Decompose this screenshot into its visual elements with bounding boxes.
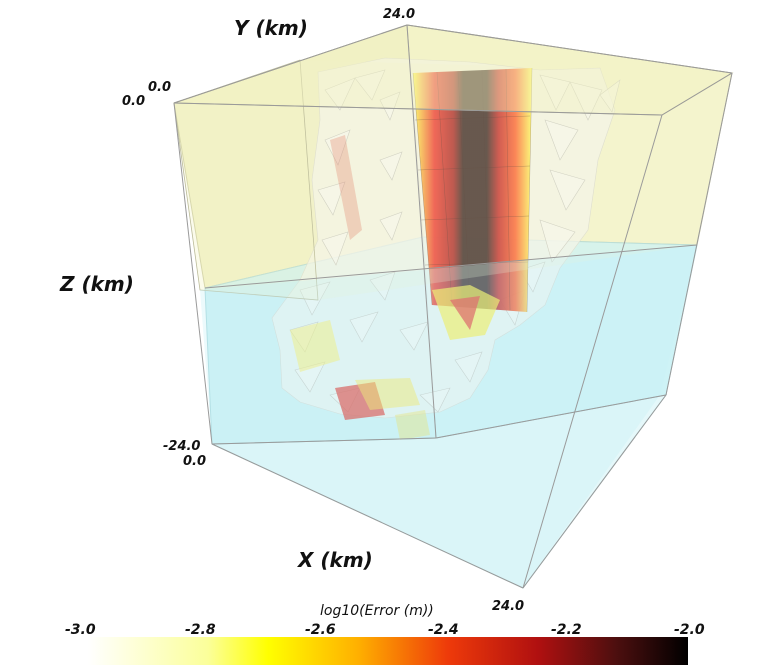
lower-yellow-patch-3 [395, 410, 430, 440]
front-faces [173, 24, 734, 589]
front-face-upper-left [173, 59, 319, 301]
x-axis-title: X (km) [298, 548, 373, 572]
y-min-tick: 0.0 [148, 80, 172, 95]
z-bottom-tick: -24.0 [163, 439, 201, 454]
colorbar-title: log10(Error (m)) [320, 603, 434, 619]
z-top-tick: 0.0 [122, 94, 146, 109]
colorbar-tick: -3.0 [65, 622, 96, 638]
x-max-tick: 24.0 [492, 599, 525, 614]
error-column [413, 68, 532, 312]
y-axis-title: Y (km) [234, 16, 308, 40]
mesh-volume [271, 57, 621, 440]
lower-yellow-patch [290, 320, 340, 372]
front-face-lower [200, 245, 697, 588]
colorbar-tick: -2.6 [305, 622, 336, 638]
colorbar-tick: -2.0 [674, 622, 705, 638]
z-axis-title: Z (km) [60, 272, 134, 296]
front-face-upper-right [300, 60, 732, 300]
x-min-tick: 0.0 [183, 454, 207, 469]
colorbar [88, 637, 688, 665]
column-facets [412, 67, 533, 313]
colorbar-tick: -2.2 [551, 622, 582, 638]
colorbar-tick: -2.4 [428, 622, 459, 638]
side-streak [330, 135, 362, 240]
column-base-red [450, 296, 480, 330]
box-edges [173, 24, 733, 589]
colorbar-tick: -2.8 [185, 622, 216, 638]
lower-yellow-patch-2 [355, 378, 420, 410]
y-max-tick: 24.0 [383, 7, 416, 22]
